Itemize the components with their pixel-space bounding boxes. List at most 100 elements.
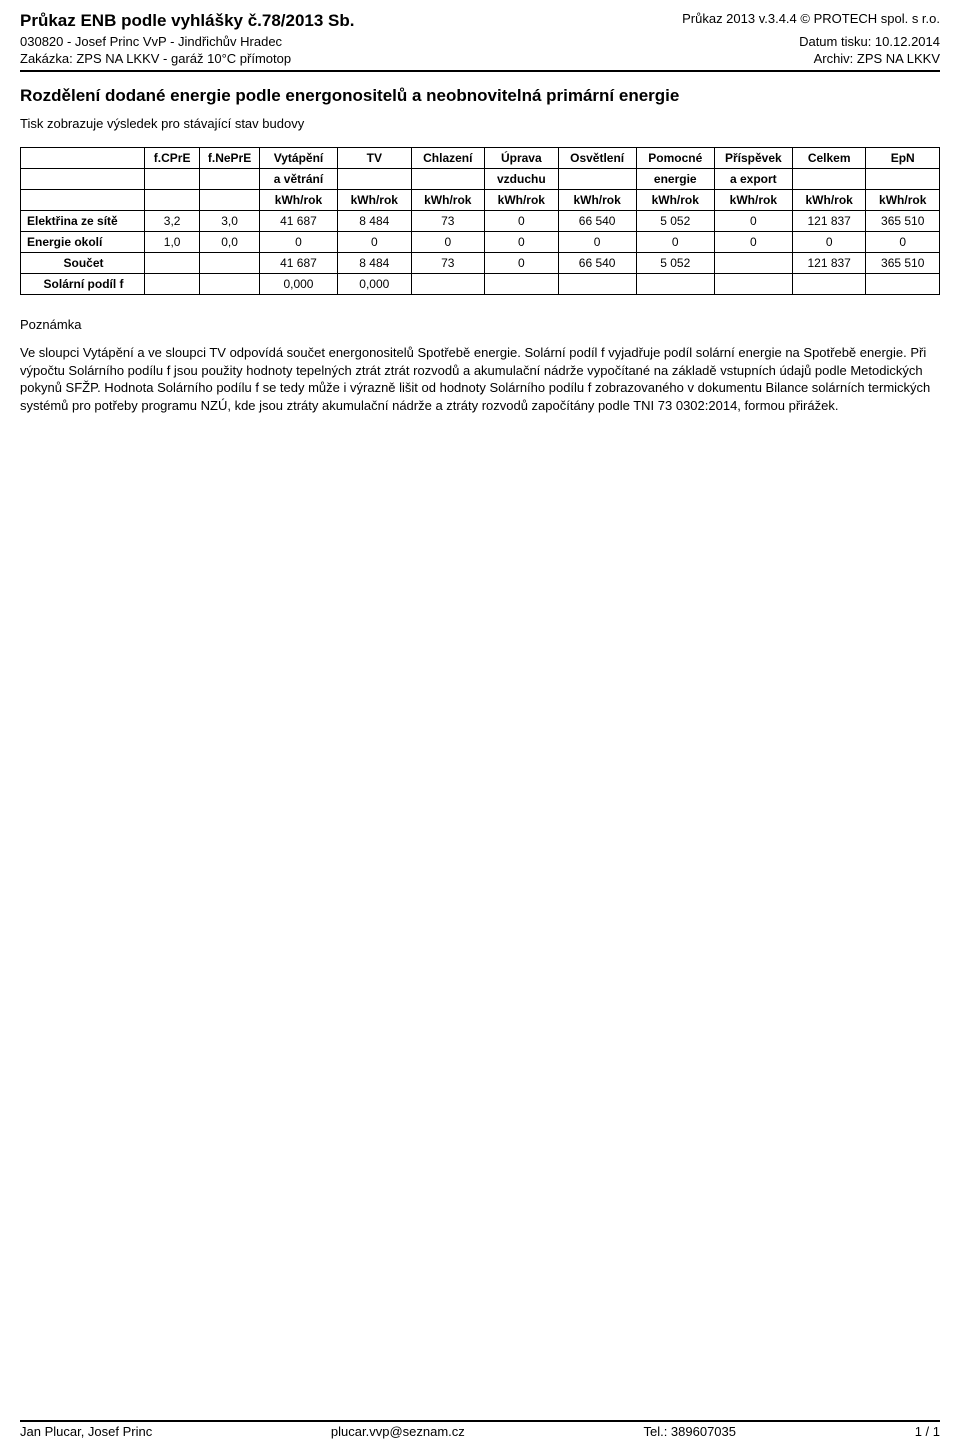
- table-header-cell: kWh/rok: [259, 190, 337, 211]
- table-row: Energie okolí1,00,0000000000: [21, 232, 940, 253]
- table-row: Elektřina ze sítě3,23,041 6878 48473066 …: [21, 211, 940, 232]
- table-header-cell: f.CPrE: [145, 148, 200, 169]
- table-cell: [714, 274, 792, 295]
- footer-authors: Jan Plucar, Josef Princ: [20, 1424, 152, 1439]
- table-row-label: Energie okolí: [21, 232, 145, 253]
- table-header-cell: [338, 169, 412, 190]
- table-cell: [558, 274, 636, 295]
- table-header-row: kWh/rokkWh/rokkWh/rokkWh/rokkWh/rokkWh/r…: [21, 190, 940, 211]
- table-header-cell: [21, 190, 145, 211]
- header-title-right: Průkaz 2013 v.3.4.4 © PROTECH spol. s r.…: [682, 10, 940, 33]
- table-row-label: Solární podíl f: [21, 274, 145, 295]
- table-header-cell: kWh/rok: [714, 190, 792, 211]
- document-footer: Jan Plucar, Josef Princ plucar.vvp@sezna…: [20, 1420, 940, 1439]
- table-header-cell: f.NePrE: [200, 148, 260, 169]
- table-header-cell: Úprava: [485, 148, 559, 169]
- table-cell: [200, 274, 260, 295]
- table-header-cell: Osvětlení: [558, 148, 636, 169]
- table-cell: [200, 253, 260, 274]
- table-header-cell: energie: [636, 169, 714, 190]
- header-author: 030820 - Josef Princ VvP - Jindřichův Hr…: [20, 33, 282, 51]
- table-cell: 0: [259, 232, 337, 253]
- table-cell: 0: [558, 232, 636, 253]
- table-cell: 73: [411, 211, 485, 232]
- table-header-cell: kWh/rok: [411, 190, 485, 211]
- footer-email: plucar.vvp@seznam.cz: [331, 1424, 465, 1439]
- table-cell: 0,0: [200, 232, 260, 253]
- table-cell: 73: [411, 253, 485, 274]
- table-row-label: Součet: [21, 253, 145, 274]
- table-cell: 0: [485, 253, 559, 274]
- table-cell: 66 540: [558, 211, 636, 232]
- table-row: Solární podíl f0,0000,000: [21, 274, 940, 295]
- table-cell: 0: [714, 211, 792, 232]
- table-cell: 1,0: [145, 232, 200, 253]
- table-cell: 0: [338, 232, 412, 253]
- table-header-cell: [21, 169, 145, 190]
- table-cell: 41 687: [259, 253, 337, 274]
- table-header-cell: [411, 169, 485, 190]
- page-subtitle: Tisk zobrazuje výsledek pro stávající st…: [20, 116, 940, 131]
- table-cell: 41 687: [259, 211, 337, 232]
- energy-table: f.CPrEf.NePrEVytápěníTVChlazeníÚpravaOsv…: [20, 147, 940, 295]
- table-header-cell: kWh/rok: [485, 190, 559, 211]
- table-header-row: a větrání vzduchu energiea export: [21, 169, 940, 190]
- table-cell: 365 510: [866, 253, 940, 274]
- table-header-cell: [866, 169, 940, 190]
- table-cell: [866, 274, 940, 295]
- header-print-date: Datum tisku: 10.12.2014: [799, 33, 940, 51]
- table-cell: [636, 274, 714, 295]
- table-header-cell: [21, 148, 145, 169]
- note-title: Poznámka: [20, 317, 940, 332]
- table-cell: 5 052: [636, 253, 714, 274]
- table-header-cell: Příspěvek: [714, 148, 792, 169]
- header-archive: Archiv: ZPS NA LKKV: [814, 50, 940, 68]
- footer-page-number: 1 / 1: [915, 1424, 940, 1439]
- table-cell: [145, 274, 200, 295]
- table-cell: [145, 253, 200, 274]
- table-header-cell: a export: [714, 169, 792, 190]
- table-cell: 0: [485, 232, 559, 253]
- table-cell: 121 837: [792, 253, 866, 274]
- table-cell: [411, 274, 485, 295]
- table-cell: 3,2: [145, 211, 200, 232]
- table-header-cell: vzduchu: [485, 169, 559, 190]
- table-header-cell: kWh/rok: [792, 190, 866, 211]
- table-header-cell: Chlazení: [411, 148, 485, 169]
- table-header-cell: Celkem: [792, 148, 866, 169]
- table-header-cell: kWh/rok: [338, 190, 412, 211]
- table-cell: 5 052: [636, 211, 714, 232]
- table-cell: 0: [636, 232, 714, 253]
- table-header-cell: Pomocné: [636, 148, 714, 169]
- table-row: Součet41 6878 48473066 5405 052121 83736…: [21, 253, 940, 274]
- table-header-cell: [558, 169, 636, 190]
- table-header-row: f.CPrEf.NePrEVytápěníTVChlazeníÚpravaOsv…: [21, 148, 940, 169]
- table-header-cell: a větrání: [259, 169, 337, 190]
- table-header-cell: [200, 190, 260, 211]
- header-title-left: Průkaz ENB podle vyhlášky č.78/2013 Sb.: [20, 10, 355, 33]
- table-header-cell: kWh/rok: [558, 190, 636, 211]
- table-cell: 0: [411, 232, 485, 253]
- document-header: Průkaz ENB podle vyhlášky č.78/2013 Sb. …: [20, 10, 940, 72]
- table-header-cell: TV: [338, 148, 412, 169]
- table-header-cell: [200, 169, 260, 190]
- page-title: Rozdělení dodané energie podle energonos…: [20, 86, 940, 106]
- table-header-cell: [145, 169, 200, 190]
- table-cell: [792, 274, 866, 295]
- note-body: Ve sloupci Vytápění a ve sloupci TV odpo…: [20, 344, 940, 414]
- header-order: Zakázka: ZPS NA LKKV - garáž 10°C přímot…: [20, 50, 291, 68]
- table-cell: [714, 253, 792, 274]
- footer-phone: Tel.: 389607035: [643, 1424, 736, 1439]
- table-header-cell: EpN: [866, 148, 940, 169]
- table-cell: [485, 274, 559, 295]
- table-header-cell: [145, 190, 200, 211]
- table-header-cell: Vytápění: [259, 148, 337, 169]
- table-header-cell: kWh/rok: [636, 190, 714, 211]
- table-cell: 0: [866, 232, 940, 253]
- table-cell: 0: [485, 211, 559, 232]
- table-cell: 0,000: [259, 274, 337, 295]
- table-header-cell: kWh/rok: [866, 190, 940, 211]
- table-cell: 0: [792, 232, 866, 253]
- table-cell: 66 540: [558, 253, 636, 274]
- table-cell: 8 484: [338, 211, 412, 232]
